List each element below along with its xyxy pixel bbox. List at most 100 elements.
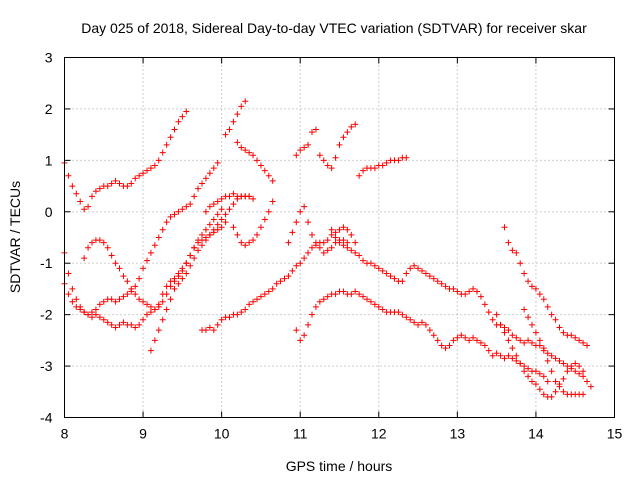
data-point <box>195 239 202 246</box>
data-point <box>191 244 198 251</box>
data-point <box>422 270 429 277</box>
data-point <box>544 357 551 364</box>
data-point <box>576 337 583 344</box>
data-point <box>246 239 253 246</box>
data-point <box>505 352 512 359</box>
data-point <box>301 332 308 339</box>
data-point <box>92 188 99 195</box>
data-point <box>489 316 496 323</box>
x-tick-label: 9 <box>139 426 147 442</box>
data-point <box>281 275 288 282</box>
data-point <box>525 314 532 321</box>
data-point <box>576 363 583 370</box>
data-point <box>544 303 551 310</box>
data-point <box>497 321 504 328</box>
data-point <box>536 342 543 349</box>
data-point <box>552 355 559 362</box>
data-point <box>501 324 508 331</box>
data-point <box>309 231 315 238</box>
data-point <box>163 219 170 226</box>
data-point <box>167 213 174 220</box>
x-tick-label: 13 <box>450 426 466 442</box>
data-point <box>124 183 131 190</box>
series-track-6 <box>202 190 253 215</box>
data-point <box>202 327 209 334</box>
data-point <box>450 285 457 292</box>
data-point <box>364 296 370 303</box>
data-point <box>202 175 209 182</box>
data-point <box>89 239 95 246</box>
data-point <box>509 355 516 362</box>
data-point <box>151 306 158 313</box>
data-point <box>312 239 319 246</box>
data-point <box>128 321 135 328</box>
x-tick-labels: 8 9 10 11 12 13 14 15 <box>61 426 623 442</box>
data-point <box>305 321 312 328</box>
data-point <box>218 206 225 213</box>
data-point <box>568 332 575 339</box>
data-point <box>254 296 260 303</box>
data-point <box>521 368 528 375</box>
data-point <box>73 296 80 303</box>
data-point <box>485 309 492 316</box>
data-point <box>199 231 205 238</box>
data-point <box>356 291 363 298</box>
data-point <box>395 309 402 316</box>
data-point <box>112 260 119 267</box>
data-point <box>183 270 190 277</box>
data-point <box>297 208 304 215</box>
data-point <box>360 167 367 174</box>
data-point <box>312 126 319 133</box>
x-tick-label: 11 <box>293 426 308 442</box>
data-point <box>312 303 319 310</box>
data-point <box>438 280 445 287</box>
data-point <box>144 301 150 308</box>
data-point <box>73 190 80 197</box>
data-point <box>548 393 555 400</box>
data-point <box>206 231 213 238</box>
data-point <box>316 298 323 305</box>
data-point <box>340 237 347 244</box>
data-point <box>442 283 449 290</box>
data-point <box>320 249 327 256</box>
x-tick-label: 14 <box>528 426 544 442</box>
data-point <box>136 275 143 282</box>
data-point <box>501 329 508 336</box>
data-point <box>100 298 107 305</box>
data-point <box>269 198 276 205</box>
data-point <box>328 226 335 233</box>
data-point <box>521 270 528 277</box>
data-point <box>210 327 217 334</box>
data-point <box>521 363 528 370</box>
data-point <box>564 368 571 375</box>
data-point <box>257 224 264 231</box>
data-point <box>477 339 484 346</box>
data-point <box>250 237 257 244</box>
data-point <box>132 175 139 182</box>
data-point <box>85 203 92 210</box>
data-point <box>257 162 264 169</box>
data-point <box>572 360 579 367</box>
data-point <box>261 216 268 223</box>
data-point <box>360 257 367 264</box>
data-point <box>81 309 88 316</box>
data-point <box>100 316 107 323</box>
x-tick-label: 10 <box>214 426 230 442</box>
data-point <box>403 154 410 161</box>
data-point <box>352 121 359 128</box>
data-point <box>116 321 123 328</box>
data-point <box>210 165 217 172</box>
data-point <box>348 231 355 238</box>
data-point <box>430 332 437 339</box>
data-point <box>128 285 135 292</box>
data-point <box>210 226 217 233</box>
data-point <box>536 370 543 377</box>
data-point <box>238 309 245 316</box>
data-point <box>552 378 559 385</box>
x-tick-label: 15 <box>607 426 623 442</box>
data-point <box>214 221 221 228</box>
data-point <box>340 242 347 249</box>
data-point <box>332 154 339 161</box>
data-point <box>501 224 508 231</box>
data-point <box>572 368 579 375</box>
